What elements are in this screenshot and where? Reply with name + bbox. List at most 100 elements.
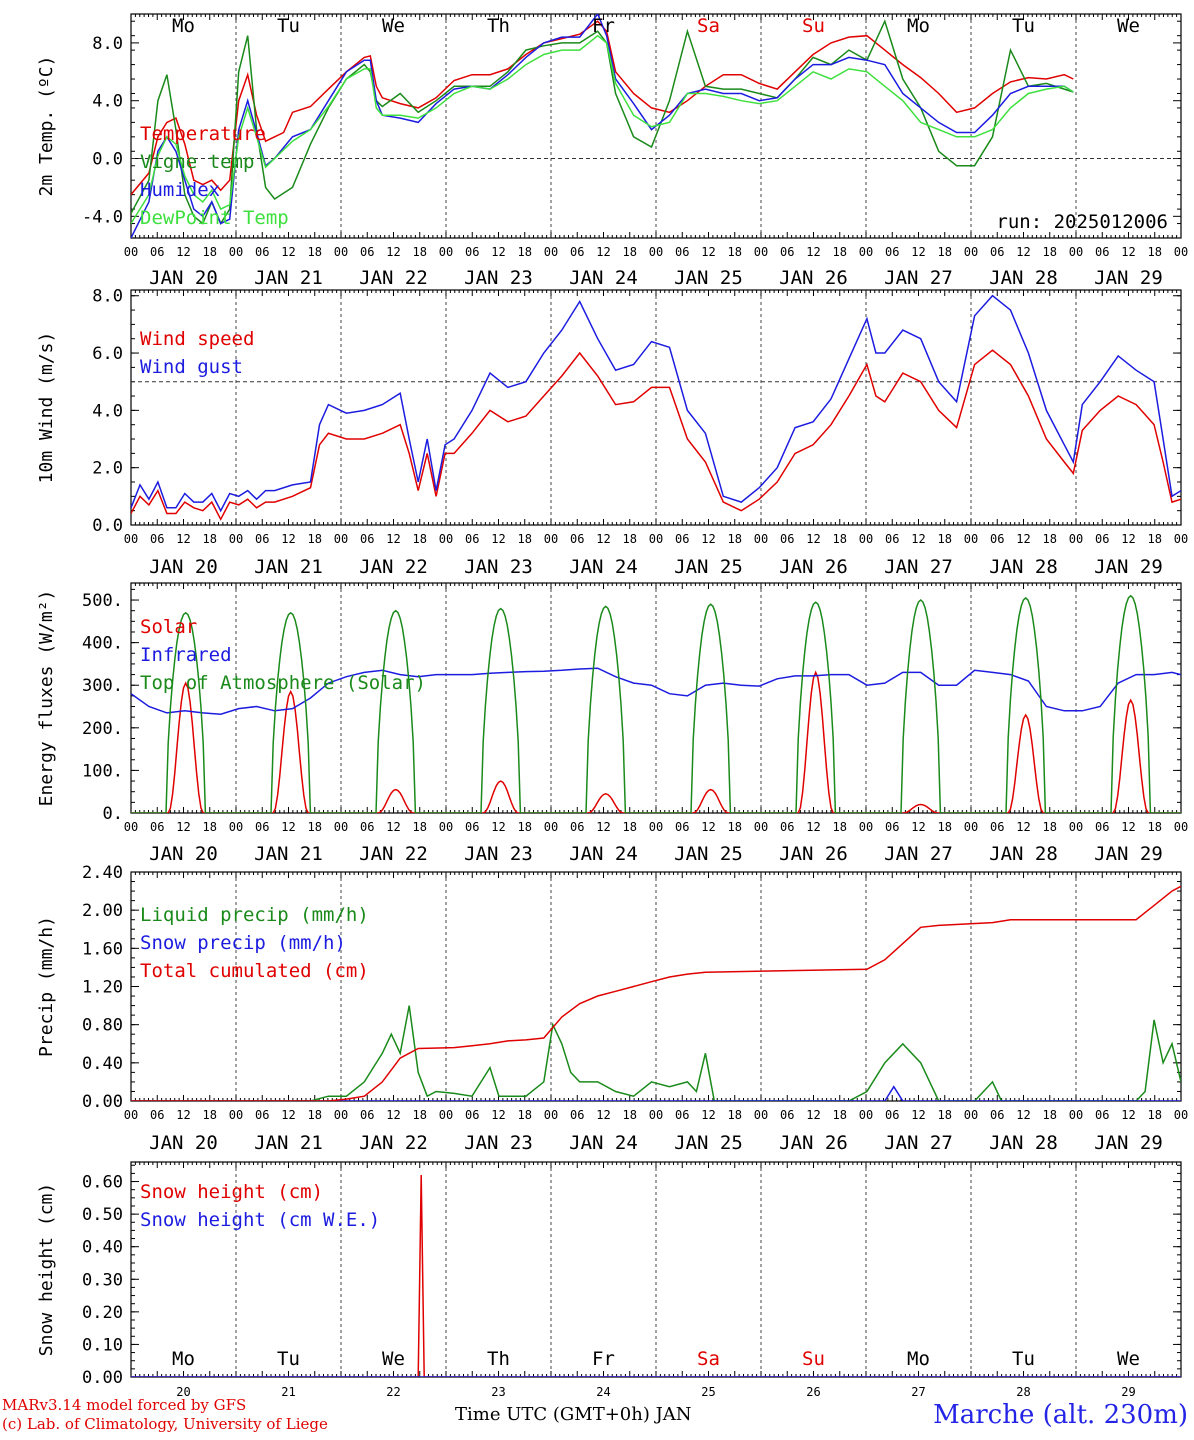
weekday-label: We (1117, 15, 1140, 37)
hour-tick-label: 12 (596, 1108, 610, 1122)
hour-tick-label: 18 (1043, 245, 1057, 259)
hour-tick-label: 18 (413, 532, 427, 546)
y-tick-label: 0.0 (92, 516, 123, 536)
hour-tick-label: 12 (281, 532, 295, 546)
hour-tick-label: 12 (806, 245, 820, 259)
hour-tick-label: 12 (176, 532, 190, 546)
hour-tick-label: 06 (255, 1108, 269, 1122)
hour-tick-label: 18 (518, 245, 532, 259)
hour-tick-label: 06 (255, 532, 269, 546)
y-tick-label: -4.0 (82, 207, 123, 227)
hour-tick-label: 00 (334, 820, 348, 834)
date-label: JAN 27 (884, 1132, 953, 1154)
hour-tick-label: 12 (1016, 1108, 1030, 1122)
date-label: JAN 29 (1094, 267, 1163, 289)
y-tick-label: 1.60 (82, 939, 123, 959)
hour-tick-label: 18 (1148, 820, 1162, 834)
series-line (131, 1174, 1181, 1377)
date-label: JAN 24 (569, 843, 638, 865)
hour-tick-label: 00 (964, 532, 978, 546)
y-tick-label: 0.60 (82, 1173, 123, 1193)
hour-tick-label: 06 (990, 820, 1004, 834)
weekday-label: Mo (907, 1348, 930, 1370)
series-line (131, 20, 1074, 196)
date-label: JAN 25 (674, 1132, 743, 1154)
hour-tick-label: 00 (1174, 532, 1188, 546)
date-label: JAN 21 (254, 267, 323, 289)
hour-tick-label: 00 (754, 1108, 768, 1122)
hour-tick-label: 12 (491, 245, 505, 259)
day-number: 21 (281, 1385, 295, 1396)
hour-tick-label: 06 (150, 820, 164, 834)
hour-tick-label: 06 (570, 1108, 584, 1122)
hour-tick-label: 18 (938, 245, 952, 259)
run-label: run: 2025012006 (996, 211, 1168, 233)
hour-tick-label: 00 (439, 532, 453, 546)
legend-entry: Humidex (140, 179, 220, 201)
hour-tick-label: 18 (1043, 1108, 1057, 1122)
hour-tick-label: 06 (675, 532, 689, 546)
hour-tick-label: 18 (833, 532, 847, 546)
y-tick-label: 0.10 (82, 1335, 123, 1355)
hour-tick-label: 06 (1095, 1108, 1109, 1122)
date-label: JAN 27 (884, 843, 953, 865)
hour-tick-label: 18 (623, 1108, 637, 1122)
y-axis-label: 2m Temp. (ºC) (36, 56, 57, 197)
credit-line: (c) Lab. of Climatology, University of L… (2, 1415, 328, 1433)
date-label: JAN 23 (464, 843, 533, 865)
legend-entry: Wind gust (140, 356, 243, 378)
hour-tick-label: 18 (833, 820, 847, 834)
date-label: JAN 22 (359, 556, 428, 578)
hour-tick-label: 06 (570, 532, 584, 546)
hour-tick-label: 00 (649, 820, 663, 834)
hour-tick-label: 00 (1174, 245, 1188, 259)
hour-tick-label: 00 (124, 1108, 138, 1122)
time-axis-label: Time UTC (GMT+0h) JAN (455, 1404, 692, 1425)
hour-tick-label: 00 (1069, 245, 1083, 259)
series-line (131, 885, 1181, 1101)
weekday-label: Su (802, 15, 825, 37)
hour-tick-label: 12 (701, 245, 715, 259)
legend-entry: Snow height (cm) (140, 1181, 323, 1203)
hour-tick-label: 00 (754, 245, 768, 259)
date-label: JAN 27 (884, 267, 953, 289)
date-label: JAN 26 (779, 267, 848, 289)
hour-tick-label: 12 (386, 1108, 400, 1122)
date-label: JAN 21 (254, 1132, 323, 1154)
hour-tick-label: 12 (491, 532, 505, 546)
series-line (131, 294, 1181, 513)
series-line (131, 594, 1181, 813)
hour-tick-label: 00 (1069, 1108, 1083, 1122)
hour-tick-label: 06 (780, 1108, 794, 1122)
y-axis-label: Snow height (cm) (36, 1183, 57, 1356)
weekday-label: Mo (172, 1348, 195, 1370)
hour-tick-label: 06 (885, 1108, 899, 1122)
hour-tick-label: 00 (334, 532, 348, 546)
hour-tick-label: 06 (885, 820, 899, 834)
y-tick-label: 6.0 (92, 344, 123, 364)
date-label: JAN 27 (884, 556, 953, 578)
hour-tick-label: 12 (701, 820, 715, 834)
date-label: JAN 20 (149, 267, 218, 289)
date-label: JAN 29 (1094, 1132, 1163, 1154)
model-credit: MARv3.14 model forced by GFS (c) Lab. of… (2, 1396, 328, 1434)
series-line (131, 349, 1181, 521)
hour-tick-label: 00 (229, 1108, 243, 1122)
y-tick-label: 8.0 (92, 287, 123, 307)
date-label: JAN 29 (1094, 843, 1163, 865)
station-label: Marche (alt. 230m) (933, 1400, 1188, 1430)
hour-tick-label: 18 (203, 532, 217, 546)
hour-tick-label: 00 (1069, 532, 1083, 546)
hour-tick-label: 18 (413, 1108, 427, 1122)
hour-tick-label: 12 (806, 820, 820, 834)
hour-tick-label: 06 (360, 1108, 374, 1122)
day-number: 29 (1121, 1385, 1135, 1396)
hour-tick-label: 06 (885, 245, 899, 259)
hour-tick-label: 00 (859, 1108, 873, 1122)
hour-tick-label: 06 (570, 820, 584, 834)
hour-tick-label: 06 (465, 1108, 479, 1122)
hour-tick-label: 12 (596, 532, 610, 546)
date-label: JAN 20 (149, 843, 218, 865)
hour-tick-label: 06 (360, 532, 374, 546)
weekday-label: Fr (592, 1348, 615, 1370)
